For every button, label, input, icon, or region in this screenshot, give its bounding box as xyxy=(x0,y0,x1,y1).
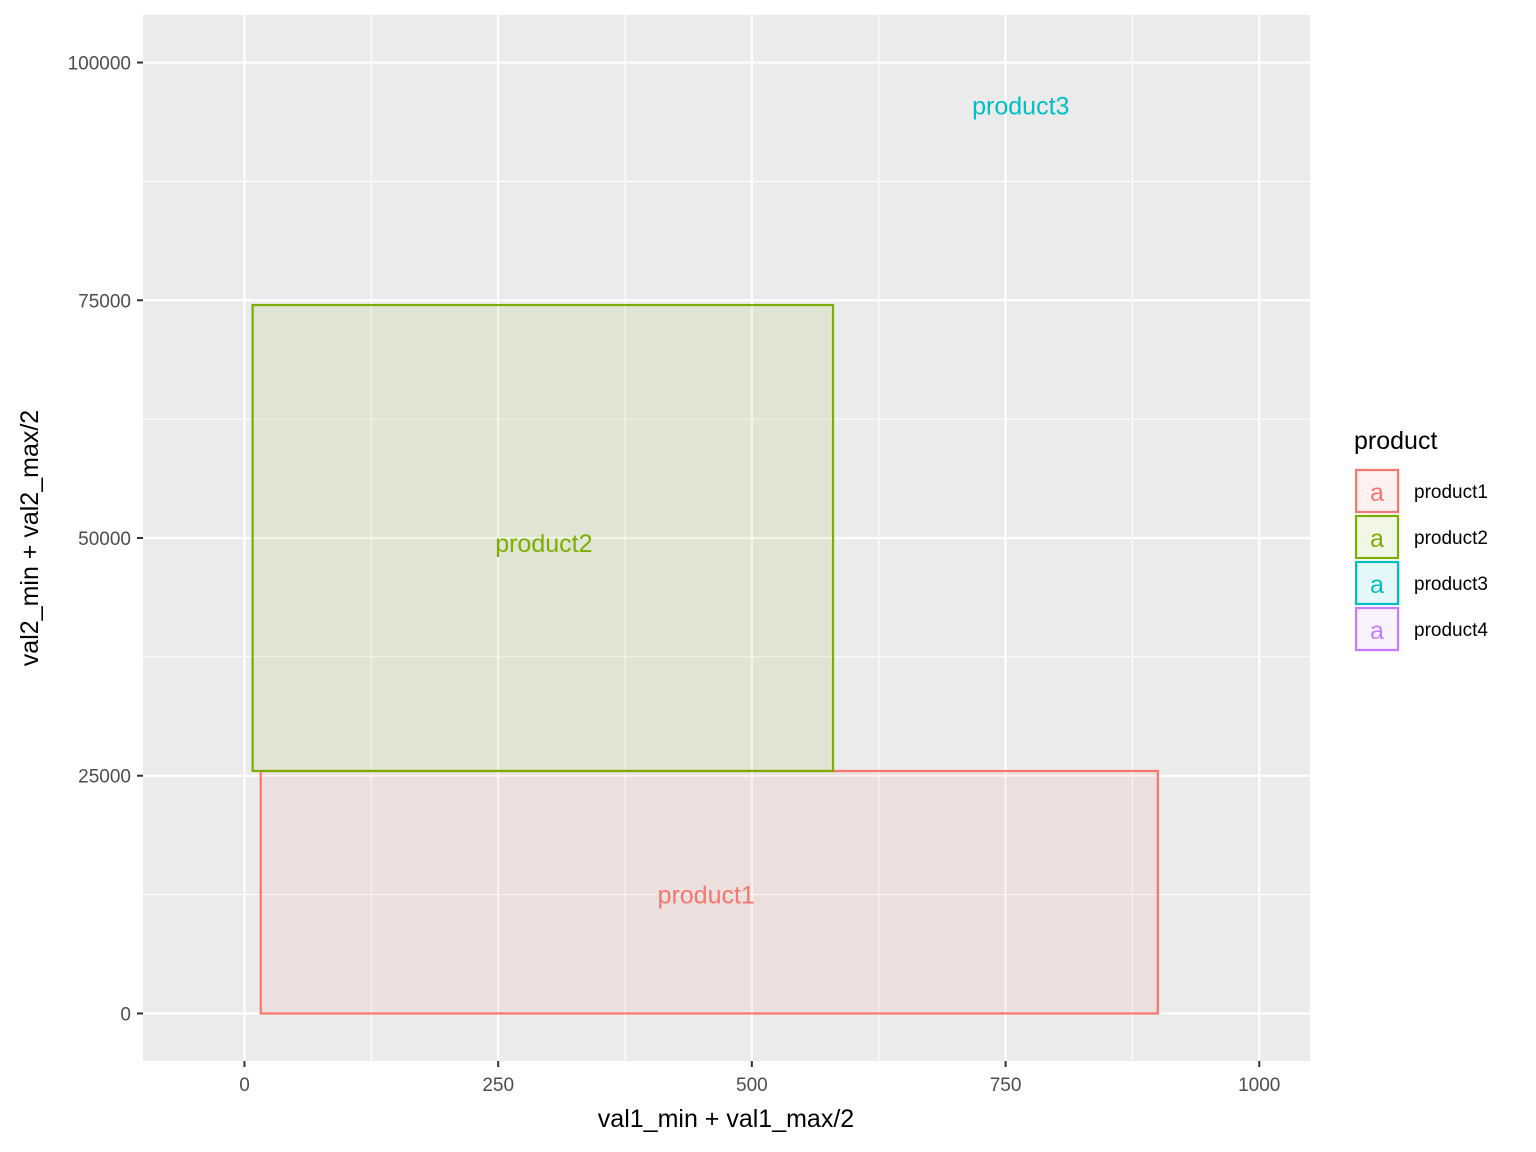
x-axis-title: val1_min + val1_max/2 xyxy=(598,1105,854,1133)
label-product1: product1 xyxy=(658,882,755,910)
legend-key-glyph: a xyxy=(1370,479,1384,507)
y-tick-label: 0 xyxy=(120,1004,131,1025)
label-product3: product3 xyxy=(972,92,1069,120)
legend-item-product1: a product1 xyxy=(1354,468,1488,514)
y-tick-label: 25000 xyxy=(78,767,131,788)
y-axis-title: val2_min + val2_max/2 xyxy=(16,410,44,666)
x-tick-label: 0 xyxy=(239,1075,250,1096)
legend-items: a product1 a product2 a product3 a product4 xyxy=(1354,468,1488,652)
legend-label: product3 xyxy=(1414,574,1488,595)
legend-item-product3: a product3 xyxy=(1354,560,1488,606)
label-product2: product2 xyxy=(495,530,592,558)
legend-key xyxy=(1354,606,1400,652)
data-rects xyxy=(251,303,1159,1015)
y-tick-label: 100000 xyxy=(68,54,131,75)
rect-product2 xyxy=(251,303,835,773)
legend-label: product2 xyxy=(1414,528,1488,549)
y-tick-label: 75000 xyxy=(78,291,131,312)
legend-label: product1 xyxy=(1414,482,1488,503)
legend-label: product4 xyxy=(1414,620,1488,641)
axis-tick-labels: 0 250 500 750 1000 0 25000 50000 75000 100000 xyxy=(68,54,1281,1096)
legend: product a product1 a product2 a product3 a prod… xyxy=(1354,427,1488,652)
axis-ticks xyxy=(137,61,1261,1067)
x-tick-label: 750 xyxy=(990,1075,1022,1096)
legend-key-glyph: a xyxy=(1370,617,1384,645)
legend-key xyxy=(1354,514,1400,560)
legend-item-product4: a product4 xyxy=(1354,606,1488,652)
data-labels: product1 product2 product3 xyxy=(495,92,1069,909)
rect-product1 xyxy=(259,769,1159,1015)
y-tick-label: 50000 xyxy=(78,529,131,550)
legend-item-product2: a product2 xyxy=(1354,514,1488,560)
x-tick-label: 500 xyxy=(736,1075,768,1096)
legend-key-glyph: a xyxy=(1370,525,1384,553)
legend-key-glyph: a xyxy=(1370,571,1384,599)
legend-key xyxy=(1354,560,1400,606)
legend-title: product xyxy=(1354,427,1437,455)
legend-key xyxy=(1354,468,1400,514)
x-tick-label: 250 xyxy=(482,1075,514,1096)
x-tick-label: 1000 xyxy=(1238,1075,1280,1096)
